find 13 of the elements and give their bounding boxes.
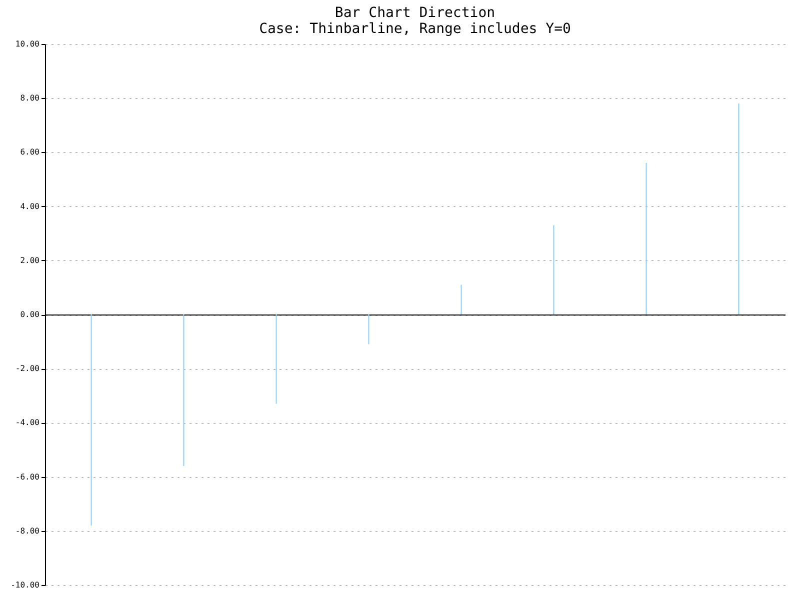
y-tick-label: -6.00 <box>15 472 40 482</box>
chart-title: Bar Chart Direction <box>334 5 496 21</box>
y-tick-label: 6.00 <box>20 148 40 157</box>
y-tick-label: 8.00 <box>20 94 40 103</box>
y-tick-label: -10.00 <box>10 580 40 590</box>
y-tick-label: 0.00 <box>20 310 40 319</box>
chart-subtitle: Case: Thinbarline, Range includes Y=0 <box>259 21 571 37</box>
y-tick-label: -4.00 <box>15 418 40 428</box>
y-tick-label: -2.00 <box>15 364 40 374</box>
y-tick-label: 2.00 <box>20 256 40 265</box>
y-tick-label: -8.00 <box>15 526 40 536</box>
y-tick-label: 10.00 <box>15 40 40 48</box>
y-tick-label: 4.00 <box>20 202 40 211</box>
